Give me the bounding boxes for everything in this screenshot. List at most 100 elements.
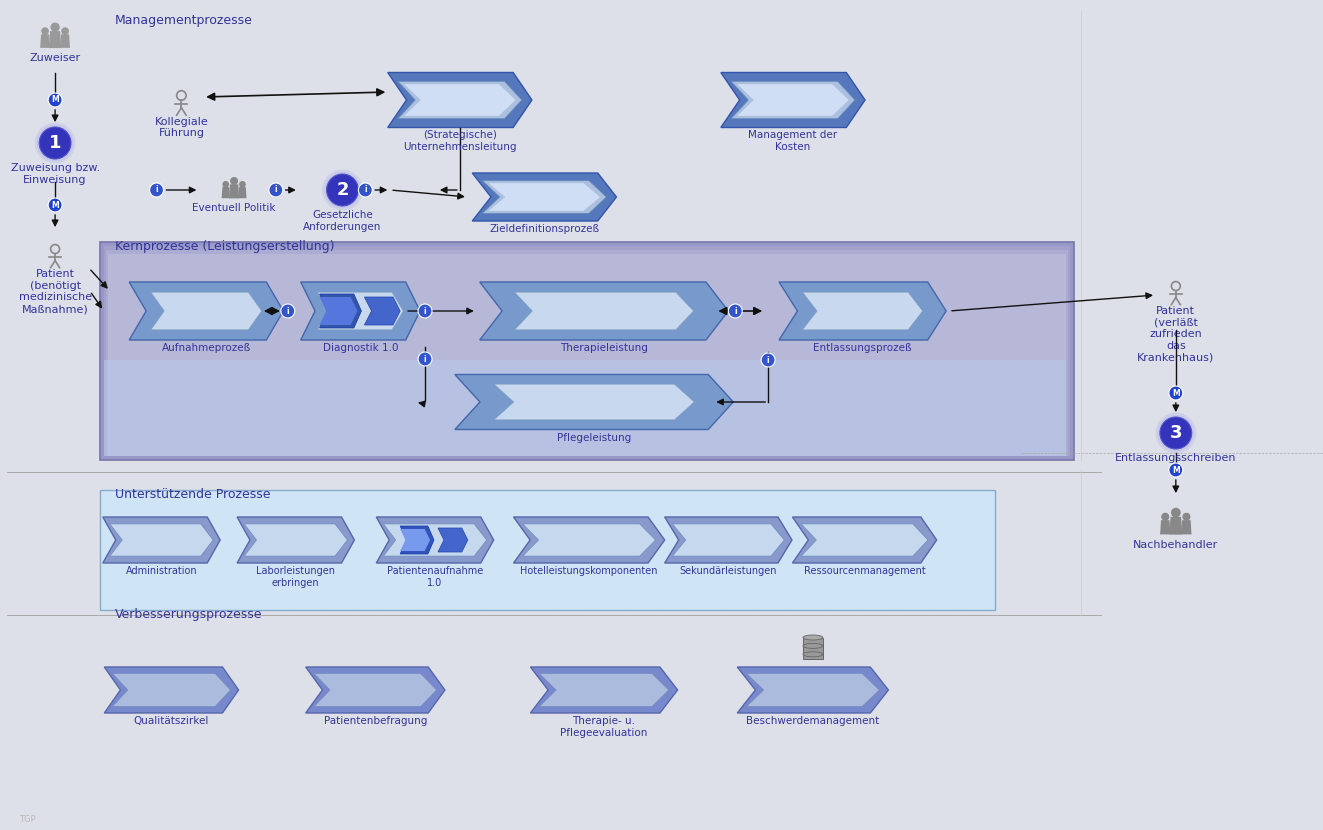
Polygon shape bbox=[721, 72, 865, 128]
Polygon shape bbox=[61, 34, 70, 48]
Text: Kernprozesse (Leistungserstellung): Kernprozesse (Leistungserstellung) bbox=[115, 240, 335, 253]
Polygon shape bbox=[515, 292, 693, 330]
FancyBboxPatch shape bbox=[103, 360, 1066, 456]
Polygon shape bbox=[105, 667, 238, 713]
Polygon shape bbox=[792, 517, 937, 563]
Circle shape bbox=[418, 352, 433, 366]
Text: i: i bbox=[364, 185, 366, 194]
Text: Sekundärleistungen: Sekundärleistungen bbox=[680, 566, 777, 576]
Polygon shape bbox=[493, 384, 695, 420]
Polygon shape bbox=[505, 386, 683, 417]
Polygon shape bbox=[222, 187, 230, 198]
Polygon shape bbox=[249, 525, 343, 554]
Polygon shape bbox=[323, 295, 398, 328]
Polygon shape bbox=[525, 295, 683, 328]
Text: 3: 3 bbox=[1170, 424, 1181, 442]
Circle shape bbox=[280, 304, 295, 318]
Polygon shape bbox=[802, 524, 927, 556]
Polygon shape bbox=[732, 81, 855, 119]
Polygon shape bbox=[40, 34, 50, 48]
Polygon shape bbox=[438, 528, 468, 552]
Text: Hotelleistungskomponenten: Hotelleistungskomponenten bbox=[520, 566, 658, 576]
FancyBboxPatch shape bbox=[106, 250, 1069, 456]
Bar bbox=[803, 637, 823, 658]
Polygon shape bbox=[110, 524, 213, 556]
Polygon shape bbox=[512, 388, 676, 417]
Text: M: M bbox=[1172, 388, 1180, 398]
Polygon shape bbox=[103, 517, 220, 563]
Text: Management der
Kosten: Management der Kosten bbox=[749, 130, 837, 152]
Polygon shape bbox=[49, 32, 61, 48]
Polygon shape bbox=[404, 84, 516, 116]
Circle shape bbox=[359, 183, 372, 197]
Circle shape bbox=[1172, 509, 1180, 517]
Text: Verbesserungsprozesse: Verbesserungsprozesse bbox=[115, 608, 262, 621]
Polygon shape bbox=[513, 517, 664, 563]
Polygon shape bbox=[238, 187, 246, 198]
Circle shape bbox=[729, 304, 742, 318]
Text: TGP: TGP bbox=[20, 815, 36, 824]
Text: Entlassungsprozeß: Entlassungsprozeß bbox=[814, 343, 912, 353]
Polygon shape bbox=[157, 295, 255, 328]
Circle shape bbox=[48, 93, 62, 107]
Polygon shape bbox=[529, 525, 650, 554]
Circle shape bbox=[149, 183, 164, 197]
Text: Diagnostik 1.0: Diagnostik 1.0 bbox=[323, 343, 398, 353]
Text: Managementprozesse: Managementprozesse bbox=[115, 14, 253, 27]
Text: M: M bbox=[1172, 466, 1180, 475]
Circle shape bbox=[37, 125, 73, 161]
Polygon shape bbox=[110, 524, 213, 556]
Polygon shape bbox=[737, 84, 849, 116]
Polygon shape bbox=[320, 297, 357, 325]
Polygon shape bbox=[672, 524, 785, 556]
Ellipse shape bbox=[803, 643, 823, 648]
Circle shape bbox=[323, 170, 363, 210]
Polygon shape bbox=[803, 292, 922, 330]
Polygon shape bbox=[810, 295, 916, 328]
Polygon shape bbox=[500, 385, 688, 419]
Polygon shape bbox=[804, 525, 925, 555]
Text: i: i bbox=[155, 185, 157, 194]
Circle shape bbox=[1158, 415, 1193, 451]
Text: Administration: Administration bbox=[126, 566, 197, 576]
Circle shape bbox=[48, 198, 62, 212]
Polygon shape bbox=[746, 673, 880, 706]
FancyBboxPatch shape bbox=[103, 246, 1070, 456]
Ellipse shape bbox=[803, 652, 823, 657]
Polygon shape bbox=[488, 183, 601, 211]
Text: Therapieleistung: Therapieleistung bbox=[560, 343, 648, 353]
Polygon shape bbox=[151, 292, 262, 330]
Polygon shape bbox=[540, 673, 669, 706]
Polygon shape bbox=[153, 293, 258, 329]
Polygon shape bbox=[483, 181, 606, 213]
Polygon shape bbox=[802, 524, 927, 556]
Polygon shape bbox=[246, 525, 345, 555]
Polygon shape bbox=[1181, 520, 1192, 535]
Polygon shape bbox=[151, 292, 262, 330]
Text: Unterstützende Prozesse: Unterstützende Prozesse bbox=[115, 488, 270, 501]
Circle shape bbox=[239, 182, 245, 187]
Polygon shape bbox=[245, 524, 348, 556]
Text: Eventuell Politik: Eventuell Politik bbox=[192, 203, 275, 212]
Text: (Strategische)
Unternehmensleitung: (Strategische) Unternehmensleitung bbox=[404, 130, 516, 152]
Polygon shape bbox=[314, 673, 437, 706]
Polygon shape bbox=[677, 525, 779, 554]
Text: Patient
(verläßt
zufrieden
das
Krankenhaus): Patient (verläßt zufrieden das Krankenha… bbox=[1138, 306, 1215, 363]
Polygon shape bbox=[806, 293, 919, 329]
Polygon shape bbox=[115, 525, 208, 554]
Text: M: M bbox=[52, 95, 60, 105]
Polygon shape bbox=[807, 525, 922, 554]
Polygon shape bbox=[400, 529, 430, 551]
Polygon shape bbox=[112, 673, 230, 706]
Text: Pflegeleistung: Pflegeleistung bbox=[557, 432, 631, 442]
Circle shape bbox=[1168, 463, 1183, 477]
Polygon shape bbox=[1170, 517, 1183, 535]
Polygon shape bbox=[306, 667, 445, 713]
Polygon shape bbox=[531, 667, 677, 713]
Text: Laborleistungen
erbringen: Laborleistungen erbringen bbox=[257, 566, 335, 588]
Polygon shape bbox=[112, 525, 210, 555]
Polygon shape bbox=[520, 293, 688, 329]
Polygon shape bbox=[320, 294, 361, 328]
Polygon shape bbox=[386, 525, 484, 555]
Text: i: i bbox=[734, 306, 737, 315]
